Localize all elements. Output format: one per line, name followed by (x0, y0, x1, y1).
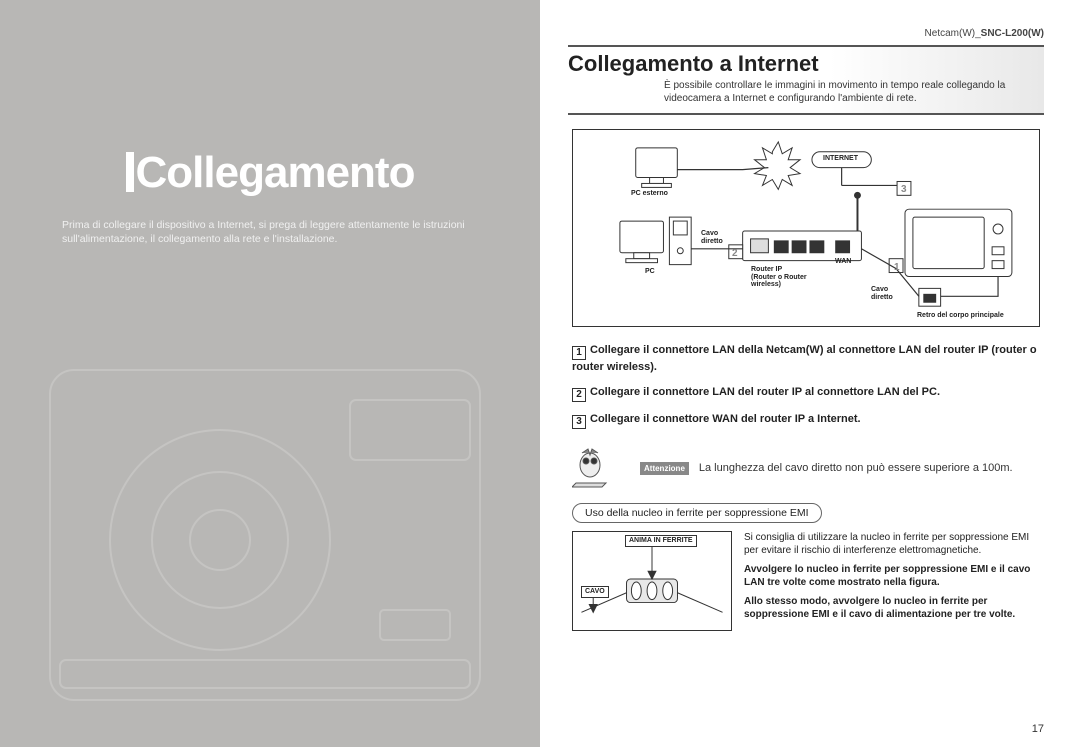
step-2-text: Collegare il connettore LAN del router I… (590, 386, 940, 398)
owl-attention-icon (572, 447, 630, 489)
camera-illustration (0, 280, 540, 740)
diagram-label-back: Retro del corpo principale (917, 312, 1004, 320)
diagram-label-wan: WAN (835, 258, 851, 266)
diagram-label-router: Router IP (Router o Router wireless) (751, 266, 831, 289)
diagram-label-pc: PC (645, 268, 655, 276)
section-desc: È possibile controllare le immagini in m… (568, 79, 1044, 105)
left-title: Collegamento (0, 148, 540, 198)
ferrite-p3: Allo stesso modo, avvolgere lo nucleo in… (744, 595, 1040, 621)
step-num-1: 1 (572, 346, 586, 360)
ferrite-p1: Si consiglia di utilizzare la nucleo in … (744, 531, 1040, 557)
step-3: 3 Collegare il connettore WAN del router … (572, 412, 1040, 429)
right-page: Netcam(W)_SNC-L200(W) Collegamento a Int… (540, 0, 1080, 747)
diagram-label-cable2: Cavo diretto (871, 286, 901, 301)
connection-diagram: PC esterno INTERNET 3 PC Cavo diretto 2 … (572, 129, 1040, 327)
section-header: Collegamento a Internet È possibile cont… (568, 45, 1044, 115)
ferrite-diagram: ANIMA IN FERRITE CAVO (572, 531, 732, 631)
step-1: 1Collegare il connettore LAN della Netca… (572, 343, 1040, 375)
left-title-text: Collegamento (136, 148, 415, 197)
step-3-text: Collegare il connettore WAN del router I… (590, 413, 861, 425)
attention-badge: Attenzione (640, 462, 689, 475)
product-series: Netcam(W) (925, 28, 976, 39)
ferrite-pill: Uso della nucleo in ferrite per soppress… (572, 503, 822, 523)
steps-list: 1Collegare il connettore LAN della Netca… (572, 343, 1040, 429)
model-number: SNC-L200(W) (981, 28, 1044, 39)
ferrite-text: Si consiglia di utilizzare la nucleo in … (744, 531, 1040, 631)
diagram-label-internet: INTERNET (823, 155, 858, 163)
ferrite-core-label: ANIMA IN FERRITE (625, 535, 697, 547)
diagram-marker-2: 2 (732, 248, 738, 259)
left-page: Collegamento Prima di collegare il dispo… (0, 0, 540, 747)
attention-note: Attenzione La lunghezza del cavo diretto… (572, 447, 1040, 489)
attention-text: La lunghezza del cavo diretto non può es… (699, 462, 1013, 474)
ferrite-p2: Avvolgere lo nucleo in ferrite per soppr… (744, 563, 1040, 589)
step-num-3: 3 (572, 415, 586, 429)
ferrite-section: Uso della nucleo in ferrite per soppress… (568, 503, 1044, 631)
title-bar-icon (126, 152, 134, 192)
header-model: Netcam(W)_SNC-L200(W) (568, 28, 1044, 39)
diagram-label-pc-ext: PC esterno (631, 190, 668, 198)
left-intro: Prima di collegare il dispositivo a Inte… (62, 218, 478, 246)
section-title: Collegamento a Internet (568, 51, 819, 77)
diagram-label-cable1: Cavo diretto (701, 230, 731, 245)
diagram-marker-3: 3 (901, 184, 907, 195)
diagram-marker-1: 1 (894, 262, 900, 273)
step-num-2: 2 (572, 388, 586, 402)
step-2: 2 Collegare il connettore LAN del router … (572, 385, 1040, 402)
ferrite-cable-label: CAVO (581, 586, 609, 598)
step-1-text: Collegare il connettore LAN della Netcam… (572, 344, 1037, 373)
page-number: 17 (1032, 723, 1044, 735)
